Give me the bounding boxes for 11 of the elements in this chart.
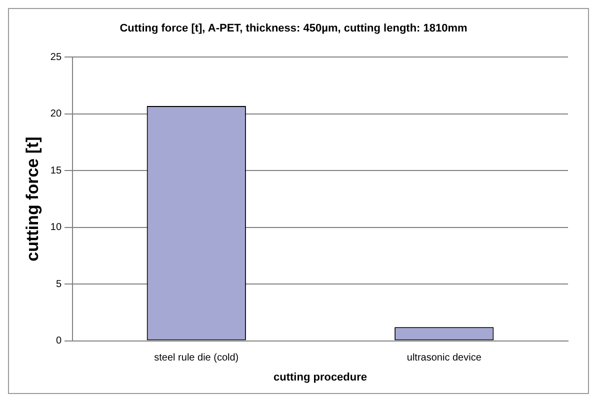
y-tick-label: 5 <box>56 278 62 290</box>
y-tick-label: 20 <box>50 108 62 120</box>
y-tick-label: 10 <box>50 222 62 234</box>
x-tick-label: steel rule die (cold) <box>154 352 239 364</box>
x-tick-label: ultrasonic device <box>406 352 482 364</box>
chart-title: Cutting force [t], A-PET, thickness: 450µm, cutting length: 1810mm <box>120 22 468 35</box>
y-tick-label: 0 <box>56 336 62 347</box>
y-tick-label: 15 <box>50 165 62 176</box>
y-tick-label: 25 <box>50 52 62 63</box>
x-axis-title: cutting procedure <box>274 371 368 384</box>
y-axis-title: cutting force [t] <box>22 136 42 262</box>
